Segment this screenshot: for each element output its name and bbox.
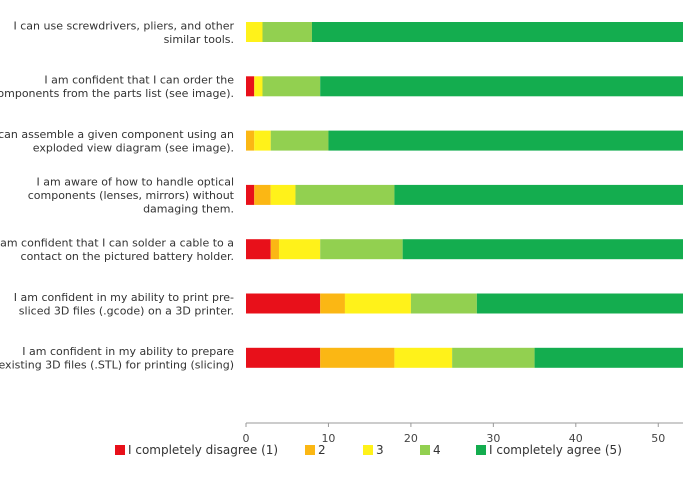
bar-segment-row6-series4 — [410, 293, 477, 314]
bar-segment-row5-series3 — [278, 239, 321, 260]
bars-layer — [246, 22, 683, 368]
x-tick-label: 10 — [321, 432, 335, 445]
bar-segment-row7-series3 — [394, 347, 453, 368]
bar-segment-row4-series4 — [295, 184, 395, 205]
x-tick-label: 50 — [651, 432, 665, 445]
category-label: I am confident in my ability to prepare e… — [0, 345, 234, 372]
legend-label: 2 — [318, 443, 326, 457]
bar-segment-row5-series1 — [246, 239, 271, 260]
bar-segment-row2-series1 — [246, 76, 255, 97]
bar-segment-row2-series4 — [262, 76, 321, 97]
category-labels: I can use screwdrivers, pliers, and othe… — [0, 19, 235, 371]
bar-segment-row3-series2 — [246, 130, 255, 151]
bar-segment-row6-series2 — [320, 293, 345, 314]
legend-label: I completely agree (5) — [489, 443, 622, 457]
legend-label: I completely disagree (1) — [128, 443, 278, 457]
x-axis-ticks: 0 10 20 30 40 50 — [243, 423, 665, 445]
category-label: I am confident in my ability to print pr… — [14, 291, 234, 318]
bar-segment-row2-series5 — [320, 76, 683, 97]
bar-segment-row1-series3 — [246, 22, 263, 42]
legend-swatch — [420, 445, 430, 455]
bar-segment-row6-series3 — [344, 293, 411, 314]
legend-swatch — [305, 445, 315, 455]
legend-label: 3 — [376, 443, 384, 457]
bar-segment-row6-series5 — [476, 293, 683, 314]
bar-segment-row5-series4 — [320, 239, 403, 260]
x-tick-label: 20 — [404, 432, 418, 445]
legend-swatch — [363, 445, 373, 455]
bar-segment-row3-series4 — [270, 130, 329, 151]
bar-segment-row2-series3 — [254, 76, 263, 97]
bar-segment-row3-series3 — [254, 130, 271, 151]
legend-swatch — [476, 445, 486, 455]
x-tick-label: 0 — [243, 432, 250, 445]
category-label: I can assemble a given component using a… — [0, 128, 234, 155]
category-label: I am confident that I can order the compo… — [0, 74, 234, 101]
x-tick-label: 30 — [486, 432, 500, 445]
category-label: I can use screwdrivers, pliers, and othe… — [14, 19, 235, 46]
legend-label: 4 — [433, 443, 441, 457]
x-tick-label: 40 — [569, 432, 583, 445]
bar-segment-row6-series1 — [246, 293, 321, 314]
bar-segment-row7-series4 — [452, 347, 535, 368]
bar-segment-row4-series2 — [254, 184, 271, 205]
bar-segment-row4-series1 — [246, 184, 255, 205]
bar-segment-row7-series5 — [534, 347, 683, 368]
bar-segment-row7-series2 — [320, 347, 395, 368]
legend: I completely disagree (1) 2 3 4 I completely… — [115, 443, 622, 457]
bar-segment-row4-series3 — [270, 184, 296, 205]
bar-segment-row1-series5 — [311, 22, 683, 42]
bar-segment-row1-series4 — [262, 22, 312, 42]
category-label: I am confident that I can solder a cable… — [0, 236, 234, 263]
bar-segment-row4-series5 — [394, 184, 683, 205]
category-label: I am aware of how to handle optical compo… — [28, 175, 235, 215]
bar-segment-row5-series2 — [270, 239, 279, 260]
bar-segment-row3-series5 — [328, 130, 683, 151]
bar-segment-row7-series1 — [246, 347, 321, 368]
bar-segment-row5-series5 — [402, 239, 683, 260]
legend-swatch — [115, 445, 125, 455]
